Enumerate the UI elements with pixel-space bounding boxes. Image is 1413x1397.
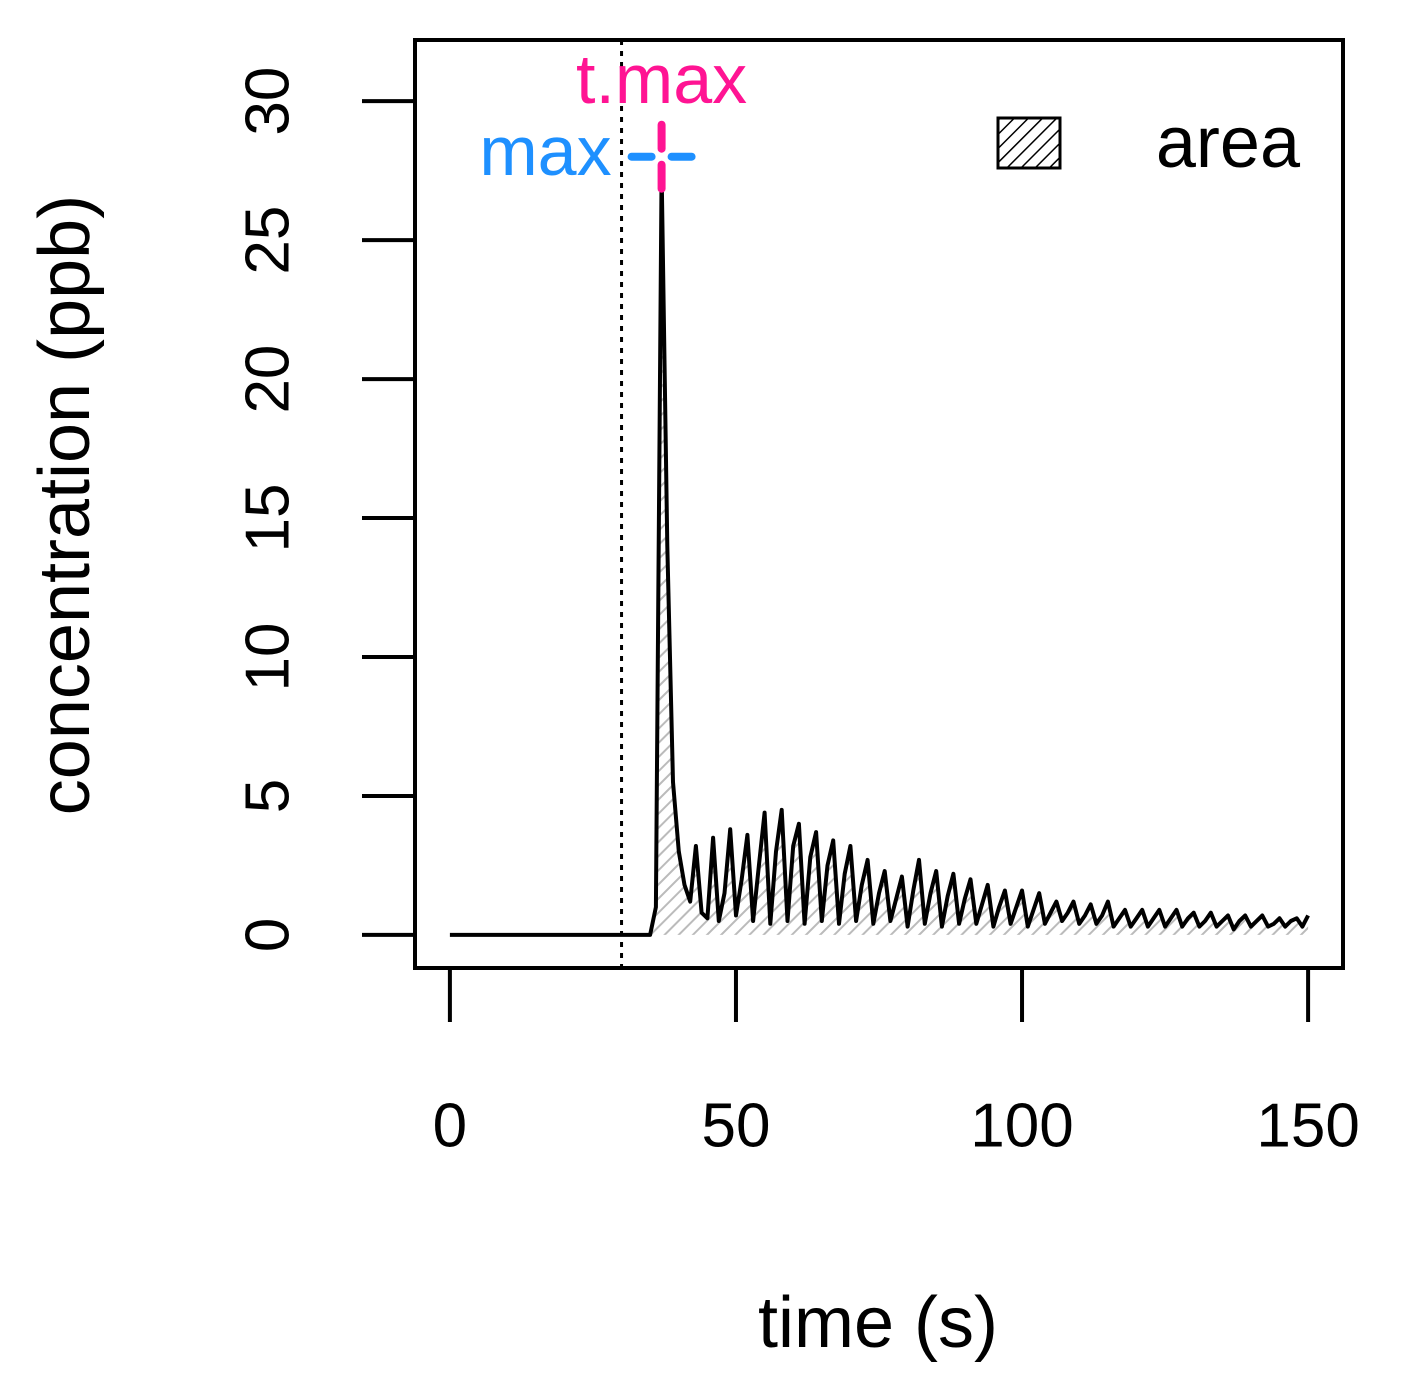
tmax-label: t.max [576,40,747,118]
y-tick-label: 20 [233,345,302,414]
y-tick-label: 15 [233,484,302,553]
x-axis-label: time (s) [758,1283,998,1363]
y-tick-label: 0 [233,918,302,952]
y-axis-label: concentration (ppb) [25,195,105,815]
x-tick-label: 0 [433,1091,467,1160]
data-line [449,168,1310,937]
y-tick-label: 30 [233,67,302,136]
y-tick-label: 5 [233,779,302,813]
x-tick-label: 50 [701,1091,770,1160]
area-fill [449,170,1309,935]
x-tick-label: 150 [1256,1091,1359,1160]
peak-marker [627,120,696,193]
max-label: max [479,112,611,190]
plot-frame [413,38,1345,970]
x-tick-label: 100 [970,1091,1073,1160]
y-tick-label: 10 [233,623,302,692]
legend-swatch [996,116,1062,170]
legend-label: area [1156,103,1301,183]
plot-area [449,168,1310,937]
y-tick-label: 25 [233,206,302,275]
